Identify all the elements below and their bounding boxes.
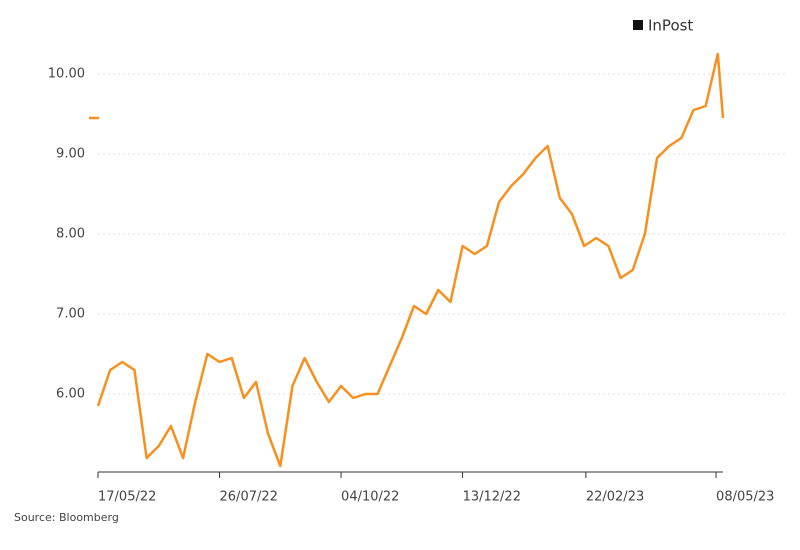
x-tick-label: 17/05/22 (98, 490, 156, 505)
x-tick-label: 13/12/22 (463, 490, 521, 505)
x-tick-label: 08/05/23 (716, 490, 774, 505)
legend-label: InPost (648, 17, 693, 35)
series-line (96, 52, 725, 468)
y-tick-label: 7.00 (56, 307, 85, 322)
x-tick-label: 04/10/22 (341, 490, 399, 505)
y-tick-label: 9.00 (56, 147, 85, 162)
x-tick-label: 26/07/22 (220, 490, 278, 505)
source-note: Source: Bloomberg (14, 511, 119, 524)
x-tick-label: 22/02/23 (586, 490, 644, 505)
y-tick-label: 8.00 (56, 227, 85, 242)
y-tick-label: 10.00 (48, 67, 85, 82)
y-tick-label: 6.00 (56, 387, 85, 402)
legend-swatch (633, 20, 643, 30)
